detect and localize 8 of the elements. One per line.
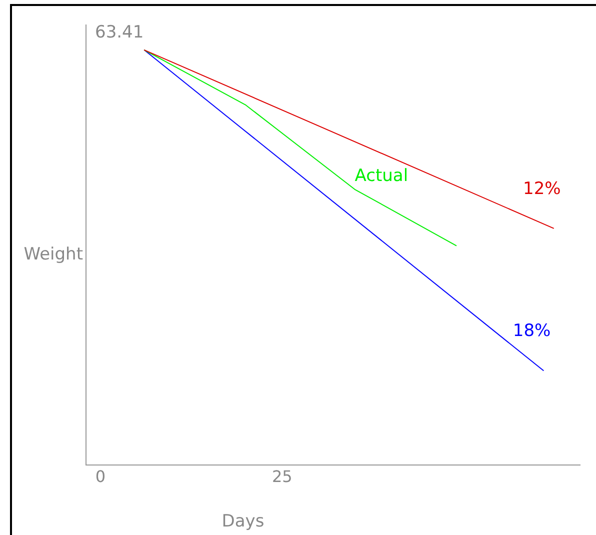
x-axis-title: Days: [222, 511, 264, 532]
series-label: 18%: [512, 321, 551, 342]
x-tick-label: 25: [272, 466, 292, 486]
series-label: 12%: [523, 178, 561, 199]
x-tick-label: 0: [95, 466, 106, 486]
y-axis-title: Weight: [24, 244, 84, 264]
text: 63.41: [95, 22, 144, 42]
series-label: Actual: [354, 166, 408, 186]
